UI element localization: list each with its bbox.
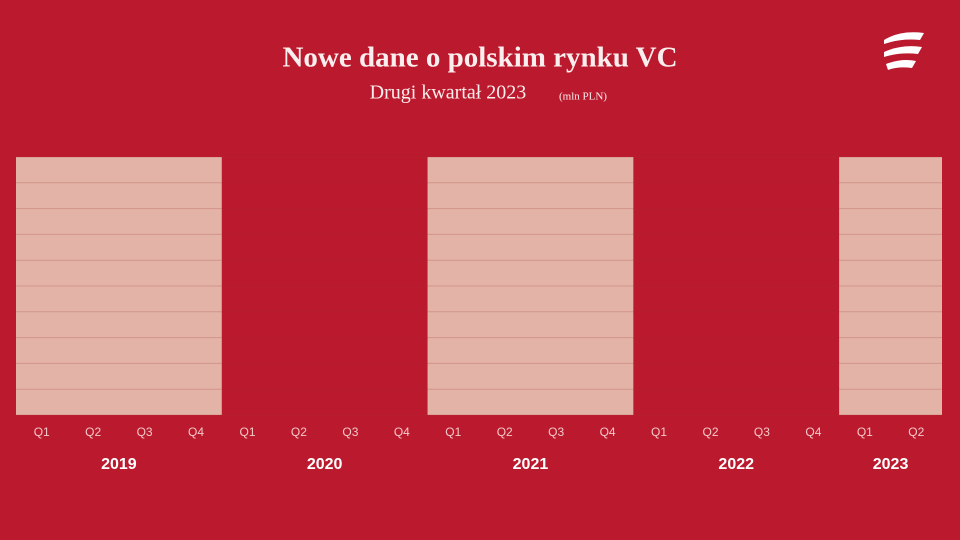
x-tick-label: Q1: [239, 425, 255, 439]
x-tick-label: Q3: [137, 425, 153, 439]
x-tick-label: Q4: [600, 425, 616, 439]
x-tick-label: Q2: [908, 425, 924, 439]
x-tick-label: Q4: [394, 425, 410, 439]
group-label: 2023: [873, 456, 909, 473]
bands: [16, 157, 942, 415]
year-band: [427, 157, 634, 415]
x-tick-label: Q1: [857, 425, 873, 439]
group-label: 2021: [513, 456, 549, 473]
x-tick-label: Q2: [291, 425, 307, 439]
x-tick-label: Q1: [445, 425, 461, 439]
group-label: 2019: [101, 456, 137, 473]
x-tick-label: Q1: [34, 425, 50, 439]
x-tick-label: Q2: [497, 425, 513, 439]
x-tick-label: Q3: [548, 425, 564, 439]
x-tick-label: Q1: [651, 425, 667, 439]
year-band: [16, 157, 222, 415]
x-tick-label: Q2: [85, 425, 101, 439]
grid: [16, 156, 942, 416]
x-tick-label: Q2: [702, 425, 718, 439]
logo-stroke: [884, 32, 924, 44]
x-tick-label: Q4: [805, 425, 821, 439]
chart-title: Nowe dane o polskim rynku VC: [282, 42, 677, 74]
logo-stroke: [884, 46, 922, 57]
logo: [884, 32, 924, 70]
unit-label: (mln PLN): [559, 91, 607, 103]
group-label: 2022: [718, 456, 754, 473]
year-band: [839, 157, 942, 415]
x-tick-label: Q3: [754, 425, 770, 439]
group-label: 2020: [307, 456, 343, 473]
chart-subtitle: Drugi kwartał 2023: [370, 82, 527, 104]
x-tick-label: Q4: [188, 425, 204, 439]
logo-stroke: [886, 60, 916, 70]
x-tick-label: Q3: [342, 425, 358, 439]
